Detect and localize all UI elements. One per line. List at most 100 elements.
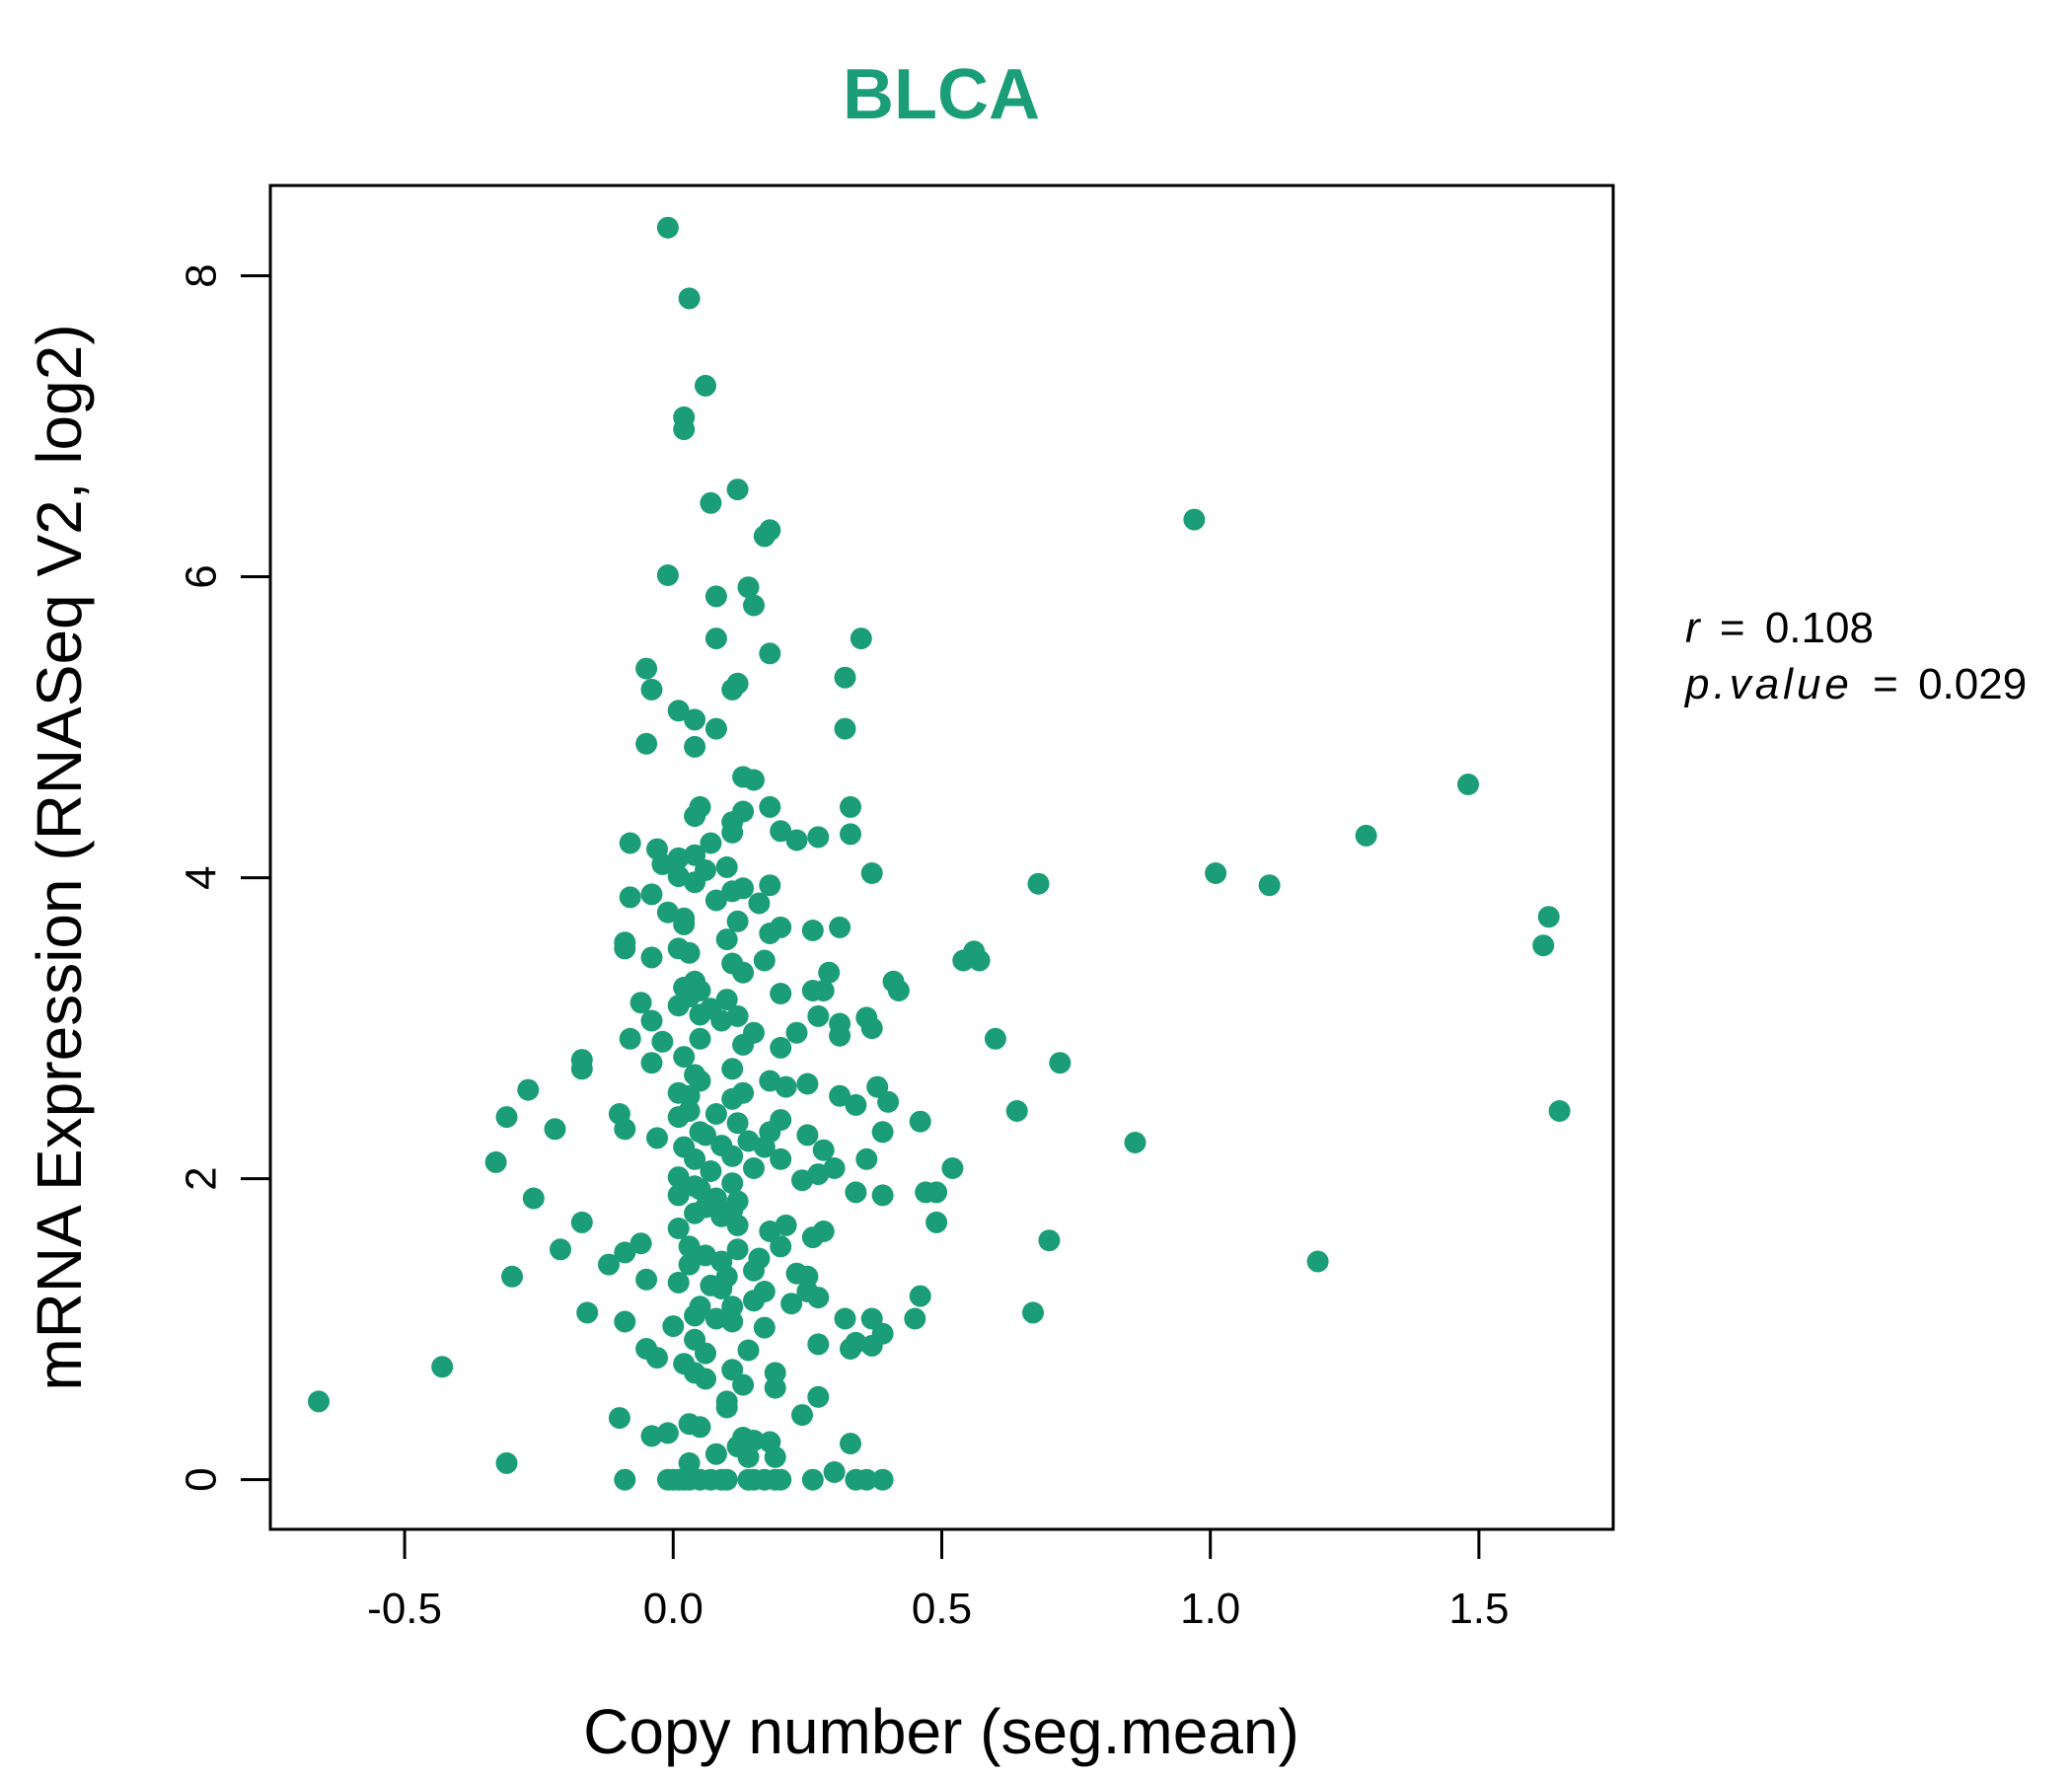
data-point [651, 852, 674, 875]
data-point [877, 1090, 900, 1113]
data-point [656, 1422, 679, 1444]
data-point [1258, 874, 1281, 897]
data-point [829, 1084, 851, 1107]
data-point [678, 941, 701, 964]
data-point [952, 949, 975, 972]
data-point [737, 576, 760, 599]
data-point [984, 1027, 1006, 1050]
data-point [801, 1226, 824, 1249]
data-point [801, 1468, 824, 1491]
data-point [656, 564, 679, 586]
data-point [1005, 1100, 1028, 1122]
data-point [1306, 1250, 1329, 1273]
data-point [834, 1307, 856, 1330]
data-point [743, 1290, 765, 1312]
data-point [614, 1468, 636, 1491]
p-equals: = [1873, 660, 1898, 708]
data-point [640, 678, 663, 701]
data-point [796, 1073, 819, 1095]
data-point [495, 1451, 518, 1474]
data-point [791, 1169, 813, 1192]
data-point [743, 1157, 765, 1179]
data-point [770, 983, 792, 1004]
data-point [495, 1106, 518, 1129]
data-point [614, 937, 636, 960]
data-point [968, 949, 991, 972]
data-point [823, 1461, 846, 1483]
data-point [629, 1232, 652, 1255]
data-point [845, 1093, 867, 1116]
data-point [678, 1235, 701, 1258]
data-point [689, 1416, 711, 1439]
data-point [807, 1287, 830, 1309]
data-point [640, 946, 663, 969]
data-point [1049, 1052, 1072, 1074]
data-point [715, 928, 738, 951]
data-point [684, 1147, 706, 1170]
data-point [941, 1157, 964, 1179]
data-point [689, 1003, 711, 1026]
data-point [732, 961, 755, 984]
data-point [840, 1433, 861, 1455]
data-point [684, 735, 706, 758]
data-point [801, 920, 824, 941]
data-point [673, 418, 696, 441]
data-point [667, 700, 690, 722]
data-point [629, 992, 652, 1014]
data-point [780, 1293, 803, 1315]
data-point [715, 1396, 738, 1419]
data-point [646, 1347, 668, 1369]
data-point [743, 594, 765, 617]
data-point [770, 1235, 792, 1258]
data-point [721, 1310, 744, 1333]
data-point [673, 1046, 696, 1069]
svg-text:p.value = 0.029: p.value = 0.029 [1683, 660, 2027, 708]
data-point [775, 1075, 797, 1098]
data-point [807, 826, 830, 849]
data-point [614, 1310, 636, 1333]
data-point [721, 1087, 744, 1110]
data-point [759, 1221, 781, 1242]
data-point [855, 1147, 878, 1170]
data-point [684, 871, 706, 894]
data-point [517, 1078, 540, 1101]
data-point [834, 717, 856, 740]
data-point [640, 883, 663, 906]
data-point [807, 1333, 830, 1356]
data-point [860, 862, 883, 884]
data-point [704, 628, 727, 650]
data-point [431, 1356, 454, 1378]
data-point [651, 1030, 674, 1053]
data-point [796, 1265, 819, 1288]
data-point [619, 1027, 641, 1050]
data-point [662, 1315, 685, 1338]
data-point [689, 1027, 711, 1050]
data-point [614, 1118, 636, 1141]
r-value: 0.108 [1765, 604, 1874, 652]
data-point [834, 666, 856, 689]
data-point [667, 1184, 690, 1207]
data-point [704, 1103, 727, 1125]
data-point [925, 1181, 948, 1204]
data-point [764, 1445, 786, 1468]
data-point [845, 1181, 867, 1204]
data-point [550, 1238, 571, 1261]
data-point [726, 479, 749, 501]
data-point [689, 1178, 711, 1201]
data-point [726, 1214, 749, 1236]
data-point [748, 892, 771, 915]
data-point [721, 678, 744, 701]
data-point [544, 1118, 566, 1141]
r-equals: = [1720, 604, 1745, 652]
data-point [640, 1009, 663, 1032]
data-point [1457, 774, 1479, 795]
data-point [840, 795, 861, 818]
data-point [678, 287, 701, 310]
data-point [715, 1468, 738, 1491]
data-point [619, 832, 641, 854]
x-tick-label: 0.0 [643, 1585, 703, 1633]
data-point [704, 717, 727, 740]
data-point [909, 1285, 931, 1307]
data-point [721, 1172, 744, 1195]
data-point [689, 1070, 711, 1092]
